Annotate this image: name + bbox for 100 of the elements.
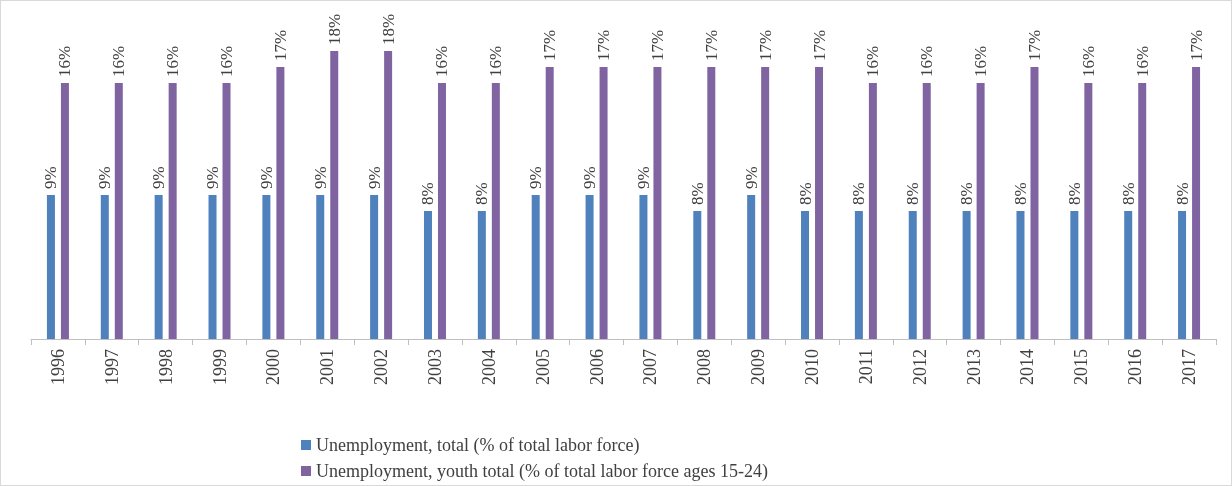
data-label: 9% bbox=[741, 166, 761, 189]
data-label: 16% bbox=[486, 45, 506, 77]
x-tick-label: 2001 bbox=[317, 349, 338, 385]
bar bbox=[114, 83, 123, 339]
bar bbox=[1192, 67, 1201, 339]
bar bbox=[1084, 83, 1093, 339]
x-tick-label: 1997 bbox=[101, 349, 122, 385]
data-label: 8% bbox=[472, 182, 492, 205]
x-tick-label: 2007 bbox=[640, 349, 661, 385]
bar bbox=[976, 83, 985, 339]
bar bbox=[693, 211, 702, 339]
bar bbox=[653, 67, 662, 339]
x-tick-label: 1998 bbox=[155, 349, 176, 385]
data-label: 17% bbox=[594, 29, 614, 61]
bar bbox=[437, 83, 446, 339]
x-tick-label: 2005 bbox=[532, 349, 553, 385]
data-label: 8% bbox=[418, 182, 438, 205]
x-tick-label: 2014 bbox=[1017, 349, 1038, 385]
data-label: 8% bbox=[903, 182, 923, 205]
bar bbox=[854, 211, 863, 339]
data-label: 16% bbox=[1078, 45, 1098, 77]
data-label: 9% bbox=[256, 166, 276, 189]
bar bbox=[908, 211, 917, 339]
data-label: 9% bbox=[203, 166, 223, 189]
data-label: 16% bbox=[163, 45, 183, 77]
data-label: 17% bbox=[809, 29, 829, 61]
bar bbox=[531, 195, 540, 339]
data-label: 9% bbox=[149, 166, 169, 189]
data-label: 8% bbox=[1118, 182, 1138, 205]
bar bbox=[639, 195, 648, 339]
data-label: 8% bbox=[795, 182, 815, 205]
bar bbox=[747, 195, 756, 339]
x-tick-label: 2006 bbox=[586, 349, 607, 385]
bar bbox=[1016, 211, 1025, 339]
x-tick-label: 2003 bbox=[424, 349, 445, 385]
bar bbox=[962, 211, 971, 339]
bar bbox=[707, 67, 716, 339]
data-label: 17% bbox=[701, 29, 721, 61]
bar bbox=[330, 51, 339, 339]
x-tick-label: 2013 bbox=[963, 349, 984, 385]
data-label: 17% bbox=[755, 29, 775, 61]
bar bbox=[384, 51, 393, 339]
x-tick-label: 2002 bbox=[371, 349, 392, 385]
bar bbox=[154, 195, 163, 339]
data-label: 9% bbox=[580, 166, 600, 189]
data-label: 17% bbox=[1186, 29, 1206, 61]
x-tick-label: 1999 bbox=[209, 349, 230, 385]
bar bbox=[585, 195, 594, 339]
x-tick-label: 1996 bbox=[47, 349, 68, 385]
data-label: 16% bbox=[917, 45, 937, 77]
data-label: 8% bbox=[957, 182, 977, 205]
data-label: 16% bbox=[109, 45, 129, 77]
data-label: 18% bbox=[324, 13, 344, 45]
bar bbox=[222, 83, 231, 339]
bar bbox=[922, 83, 931, 339]
data-label: 9% bbox=[364, 166, 384, 189]
x-tick-label: 2016 bbox=[1125, 349, 1146, 385]
bar bbox=[46, 195, 55, 339]
bar bbox=[545, 67, 554, 339]
bar bbox=[316, 195, 325, 339]
bar bbox=[1178, 211, 1187, 339]
bar bbox=[1070, 211, 1079, 339]
bar bbox=[1124, 211, 1133, 339]
data-label: 8% bbox=[1010, 182, 1030, 205]
data-label: 16% bbox=[217, 45, 237, 77]
legend-label: Unemployment, youth total (% of total labor force ages 15-24) bbox=[316, 461, 768, 482]
bar bbox=[815, 67, 824, 339]
data-label: 16% bbox=[432, 45, 452, 77]
data-label: 17% bbox=[1024, 29, 1044, 61]
data-label: 17% bbox=[647, 29, 667, 61]
bar bbox=[208, 195, 217, 339]
data-label: 9% bbox=[526, 166, 546, 189]
bar bbox=[100, 195, 109, 339]
bar bbox=[491, 83, 500, 339]
x-tick-label: 2015 bbox=[1071, 349, 1092, 385]
data-label: 16% bbox=[863, 45, 883, 77]
bar bbox=[276, 67, 285, 339]
bar bbox=[599, 67, 608, 339]
data-label: 16% bbox=[971, 45, 991, 77]
data-label: 9% bbox=[633, 166, 653, 189]
data-label: 17% bbox=[540, 29, 560, 61]
data-label: 8% bbox=[849, 182, 869, 205]
data-label: 16% bbox=[1132, 45, 1152, 77]
x-tick-label: 2012 bbox=[909, 349, 930, 385]
bar bbox=[370, 195, 379, 339]
data-label: 16% bbox=[55, 45, 75, 77]
bar bbox=[801, 211, 810, 339]
bar bbox=[1138, 83, 1147, 339]
data-label: 8% bbox=[1172, 182, 1192, 205]
data-label: 9% bbox=[310, 166, 330, 189]
legend-label: Unemployment, total (% of total labor force) bbox=[316, 435, 640, 456]
x-tick-label: 2008 bbox=[694, 349, 715, 385]
bar bbox=[168, 83, 177, 339]
data-label: 9% bbox=[95, 166, 115, 189]
bar bbox=[1030, 67, 1039, 339]
data-label: 18% bbox=[378, 13, 398, 45]
bar bbox=[868, 83, 877, 339]
data-label: 8% bbox=[1064, 182, 1084, 205]
x-tick-label: 2010 bbox=[802, 349, 823, 385]
bar bbox=[761, 67, 770, 339]
